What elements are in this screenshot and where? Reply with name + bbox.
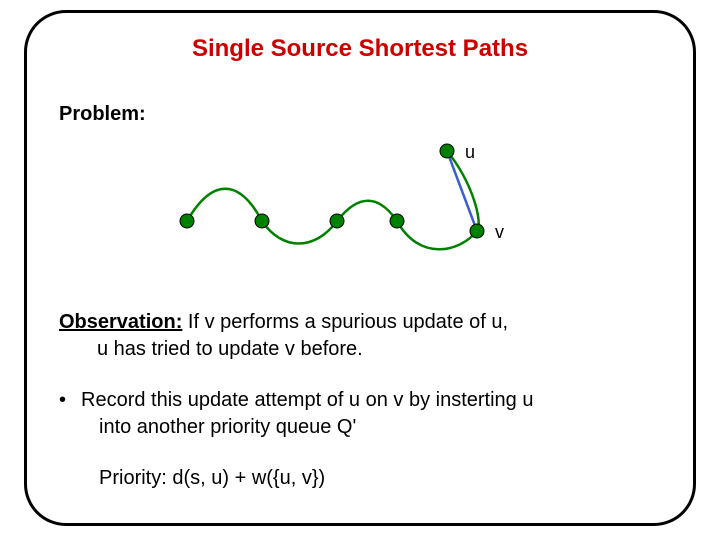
graph-diagram: uv (27, 13, 696, 293)
node-label-v: v (495, 222, 504, 242)
node-n2 (255, 214, 269, 228)
node-s (180, 214, 194, 228)
observation-line2: u has tried to update v before. (97, 338, 363, 360)
node-u (440, 144, 454, 158)
node-n4 (390, 214, 404, 228)
bullet-item: •Record this update attempt of u on v by… (59, 387, 653, 441)
node-v (470, 224, 484, 238)
observation-line1: If v performs a spurious update of u, (182, 311, 508, 333)
bullet-dot: • (59, 387, 81, 414)
observation-text: Observation: If v performs a spurious up… (59, 309, 653, 363)
edge-uv (447, 151, 477, 231)
graph-nodes: uv (180, 142, 504, 242)
observation-lead: Observation: (59, 311, 182, 333)
node-n3 (330, 214, 344, 228)
graph-path (187, 151, 479, 249)
bullet-line1: Record this update attempt of u on v by … (81, 389, 533, 411)
slide-frame: Single Source Shortest Paths Problem: uv… (24, 10, 696, 526)
priority-text: Priority: d(s, u) + w({u, v}) (99, 467, 325, 490)
bullet-line2: into another priority queue Q' (99, 416, 356, 438)
node-label-u: u (465, 142, 475, 162)
